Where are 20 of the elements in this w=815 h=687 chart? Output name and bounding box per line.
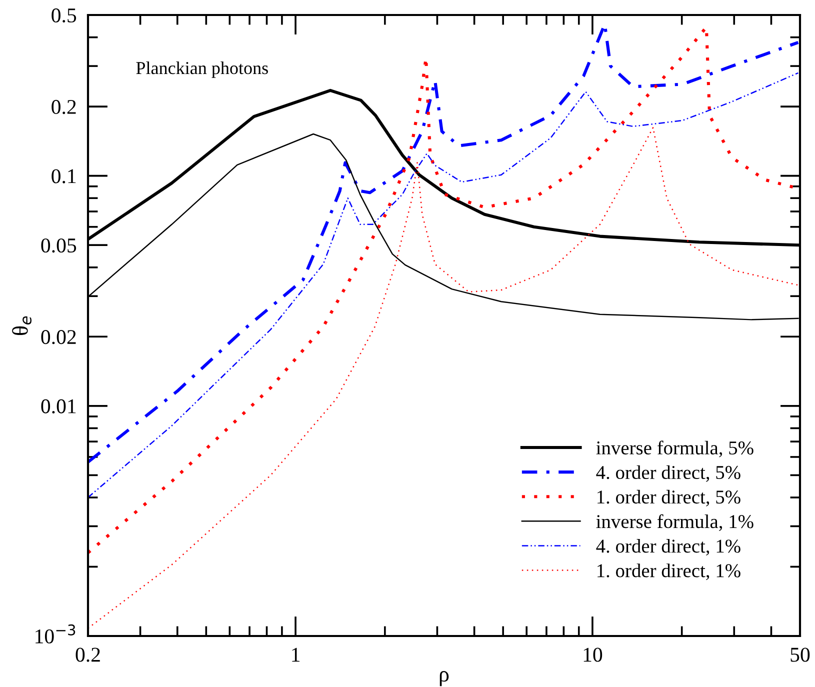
legend-label: 4. order direct, 5% [596,465,740,482]
x-axis-title: ρ [440,670,449,686]
x-tick-label: 10 [584,648,602,662]
y-tick-label: 0.01 [41,399,76,414]
x-tick-label: 0.2 [76,648,100,662]
legend-label: inverse formula, 5% [596,440,754,458]
y-axis-title: θ$_{e}$ [12,316,32,336]
legend-label: inverse formula, 1% [596,514,754,531]
legend-label: 1. order direct, 5% [598,490,740,506]
y-tick-label: 0.05 [41,238,76,253]
y-tick-label: 0.2 [52,100,76,114]
y-tick-label: 0.1 [52,169,76,184]
y-tick-label: 10$^{−3}$ [36,624,76,644]
x-tick-label: 50 [790,648,810,662]
legend-label: 1. order direct, 1% [598,564,740,580]
legend-label: 4. order direct, 1% [596,539,740,556]
y-tick-label: 0.5 [52,8,76,23]
x-tick-label: 1 [292,648,300,662]
y-tick-label: 0.02 [41,330,76,344]
annotation: Planckian photons [136,61,268,78]
